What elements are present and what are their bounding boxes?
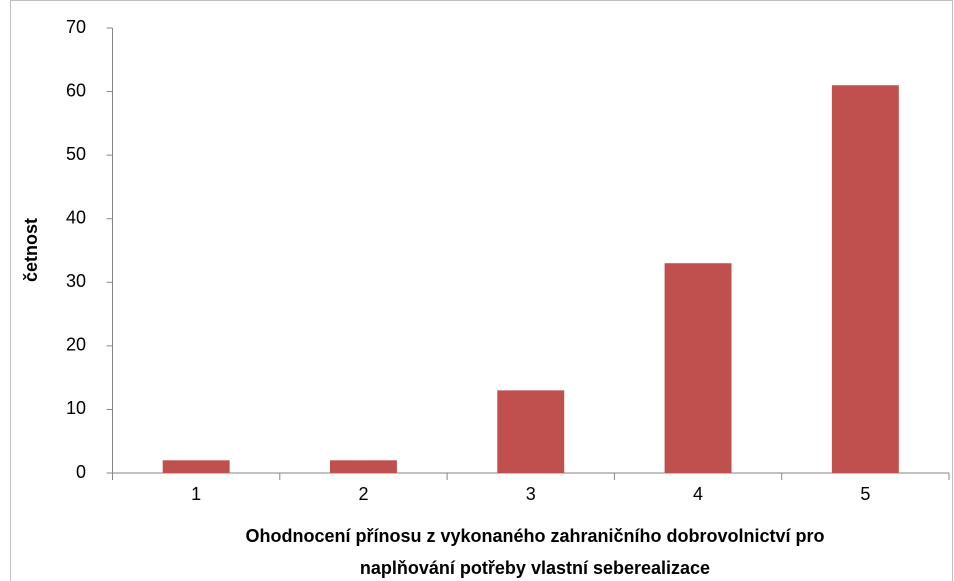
x-tick-label: 4	[693, 484, 703, 504]
y-tick-label: 10	[66, 398, 86, 418]
chart-border	[10, 0, 953, 581]
y-tick-label: 70	[66, 17, 86, 37]
x-axis-label: naplňování potřeby vlastní seberealizace	[360, 558, 710, 578]
y-axis-label: četnost	[21, 218, 41, 282]
y-tick-label: 20	[66, 335, 86, 355]
x-tick-label: 2	[358, 484, 368, 504]
x-tick-label: 3	[526, 484, 536, 504]
x-tick-label: 1	[191, 484, 201, 504]
x-axis-label: Ohodnocení přínosu z vykonaného zahranič…	[245, 526, 824, 546]
y-tick-label: 0	[76, 462, 86, 482]
y-tick-label: 50	[66, 144, 86, 164]
y-tick-label: 30	[66, 271, 86, 291]
y-tick-label: 40	[66, 207, 86, 227]
bar	[329, 460, 397, 473]
x-tick-label: 5	[860, 484, 870, 504]
bar	[664, 263, 732, 473]
y-tick-label: 60	[66, 80, 86, 100]
bar	[162, 460, 230, 473]
bar	[831, 85, 899, 473]
bar	[497, 390, 565, 473]
